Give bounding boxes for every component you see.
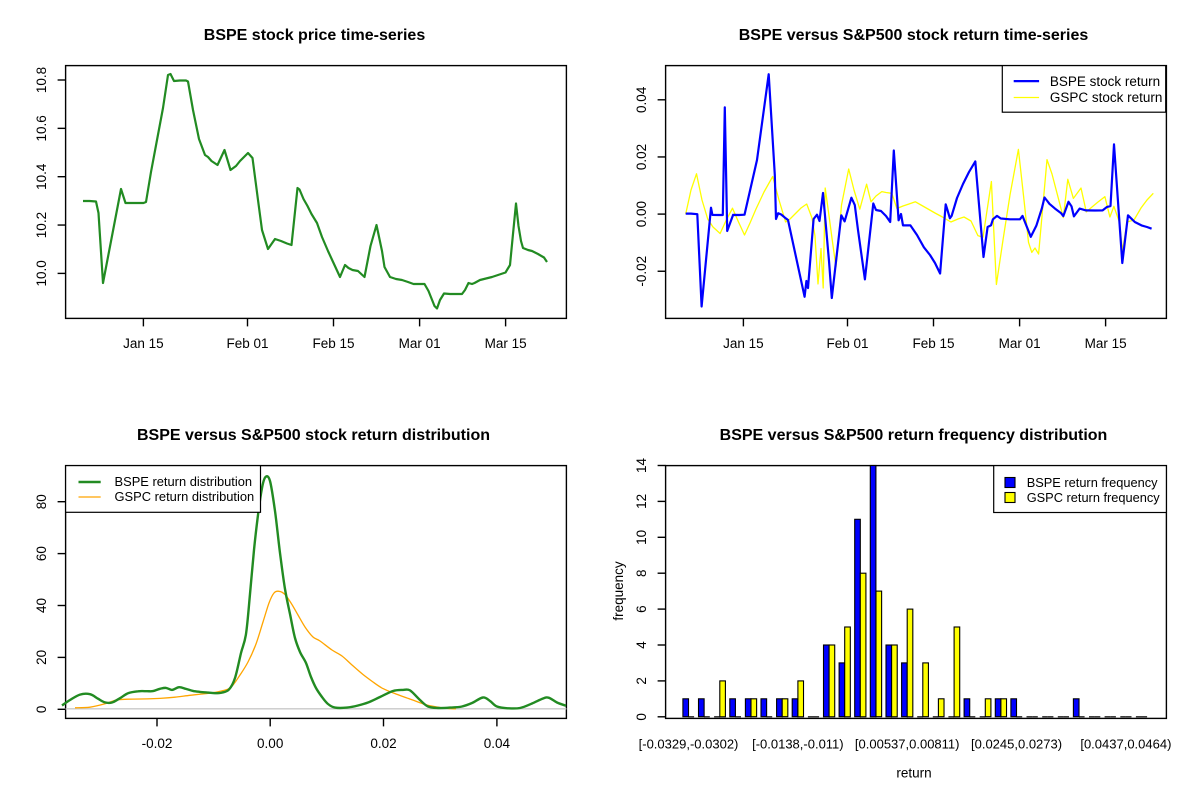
svg-text:Feb 01: Feb 01 [226,336,268,351]
svg-text:0.00: 0.00 [257,736,283,751]
svg-text:6: 6 [634,605,649,613]
svg-text:GSPC return distribution: GSPC return distribution [115,489,255,504]
svg-text:0.02: 0.02 [634,144,649,170]
svg-text:0: 0 [634,713,649,721]
svg-text:10.0: 10.0 [34,260,49,286]
svg-text:[-0.0329,-0.0302): [-0.0329,-0.0302) [639,737,739,752]
svg-text:Jan 15: Jan 15 [723,336,764,351]
svg-text:20: 20 [34,650,49,665]
svg-text:12: 12 [634,494,649,509]
svg-text:Feb 15: Feb 15 [312,336,354,351]
svg-text:Mar 01: Mar 01 [399,336,441,351]
svg-text:0.00: 0.00 [634,201,649,227]
svg-text:BSPE return distribution: BSPE return distribution [115,474,253,489]
svg-text:Jan 15: Jan 15 [123,336,164,351]
svg-text:0.02: 0.02 [370,736,396,751]
svg-text:Feb 15: Feb 15 [912,336,954,351]
svg-text:8: 8 [634,569,649,577]
svg-text:0.04: 0.04 [484,736,511,751]
svg-text:return: return [896,766,931,781]
svg-text:Mar 15: Mar 15 [485,336,527,351]
svg-text:[0.00537,0.00811): [0.00537,0.00811) [855,737,960,752]
svg-text:GSPC return frequency: GSPC return frequency [1027,490,1161,505]
svg-text:10.8: 10.8 [34,67,49,93]
svg-text:60: 60 [34,546,49,561]
svg-text:BSPE versus S&P500 stock retur: BSPE versus S&P500 stock return distribu… [137,427,490,444]
svg-text:0: 0 [34,706,49,714]
svg-text:Mar 15: Mar 15 [1085,336,1127,351]
svg-text:Mar 01: Mar 01 [999,336,1041,351]
svg-text:80: 80 [34,494,49,509]
svg-text:2: 2 [634,677,649,685]
svg-text:4: 4 [634,641,649,649]
svg-text:[0.0245,0.0273): [0.0245,0.0273) [971,737,1062,752]
svg-text:GSPC stock return: GSPC stock return [1050,90,1163,105]
svg-text:BSPE versus S&P500 return freq: BSPE versus S&P500 return frequency dist… [720,427,1108,444]
svg-text:BSPE stock price time-series: BSPE stock price time-series [204,27,426,44]
svg-text:10.2: 10.2 [34,212,49,238]
svg-text:40: 40 [34,598,49,613]
svg-text:10: 10 [634,530,649,545]
svg-text:[-0.0138,-0.011): [-0.0138,-0.011) [752,737,844,752]
svg-text:-0.02: -0.02 [142,736,173,751]
svg-text:BSPE return frequency: BSPE return frequency [1027,475,1158,490]
svg-text:Feb 01: Feb 01 [826,336,868,351]
svg-text:BSPE versus S&P500 stock retur: BSPE versus S&P500 stock return time-ser… [739,27,1089,44]
svg-text:frequency: frequency [611,561,626,621]
svg-text:10.6: 10.6 [34,115,49,141]
svg-text:[0.0437,0.0464): [0.0437,0.0464) [1080,737,1171,752]
svg-text:14: 14 [634,458,649,474]
svg-text:0.04: 0.04 [634,86,649,113]
svg-text:BSPE stock return: BSPE stock return [1050,74,1160,89]
svg-text:10.4: 10.4 [34,163,49,190]
svg-text:-0.02: -0.02 [634,256,649,287]
